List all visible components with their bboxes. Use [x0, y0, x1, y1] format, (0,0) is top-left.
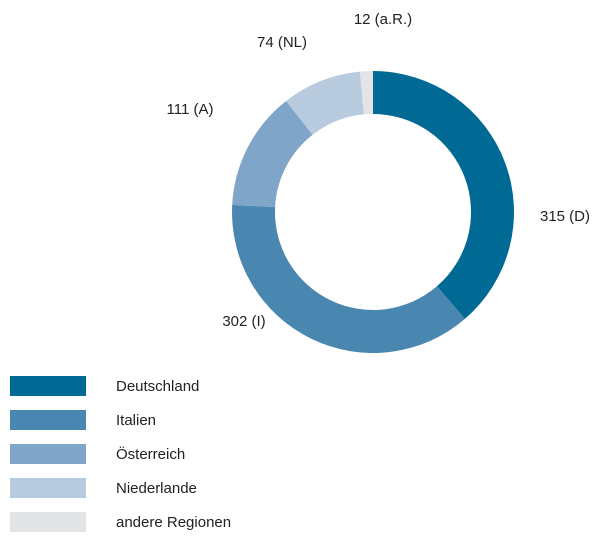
donut-segment	[231, 204, 465, 353]
donut-segment	[359, 71, 373, 115]
legend-label: Österreich	[116, 445, 185, 463]
legend-swatch	[10, 512, 86, 532]
data-label: 111 (A)	[167, 101, 214, 118]
legend-label: Deutschland	[116, 378, 199, 395]
legend-label: andere Regionen	[116, 514, 231, 531]
legend-label: Niederlande	[116, 480, 197, 497]
data-label: 12 (a.R.)	[354, 11, 412, 28]
donut-segment	[232, 100, 313, 208]
legend-swatch	[10, 478, 86, 498]
data-label: 302 (I)	[222, 313, 265, 330]
legend-swatch	[10, 444, 86, 464]
data-label: 315 (D)	[540, 208, 590, 225]
legend-swatch	[10, 376, 86, 396]
donut-segment	[373, 71, 514, 319]
legend-label: Italien	[116, 412, 156, 429]
data-label: 74 (NL)	[257, 34, 307, 51]
legend-swatch	[10, 410, 86, 430]
donut-segment	[286, 71, 364, 135]
